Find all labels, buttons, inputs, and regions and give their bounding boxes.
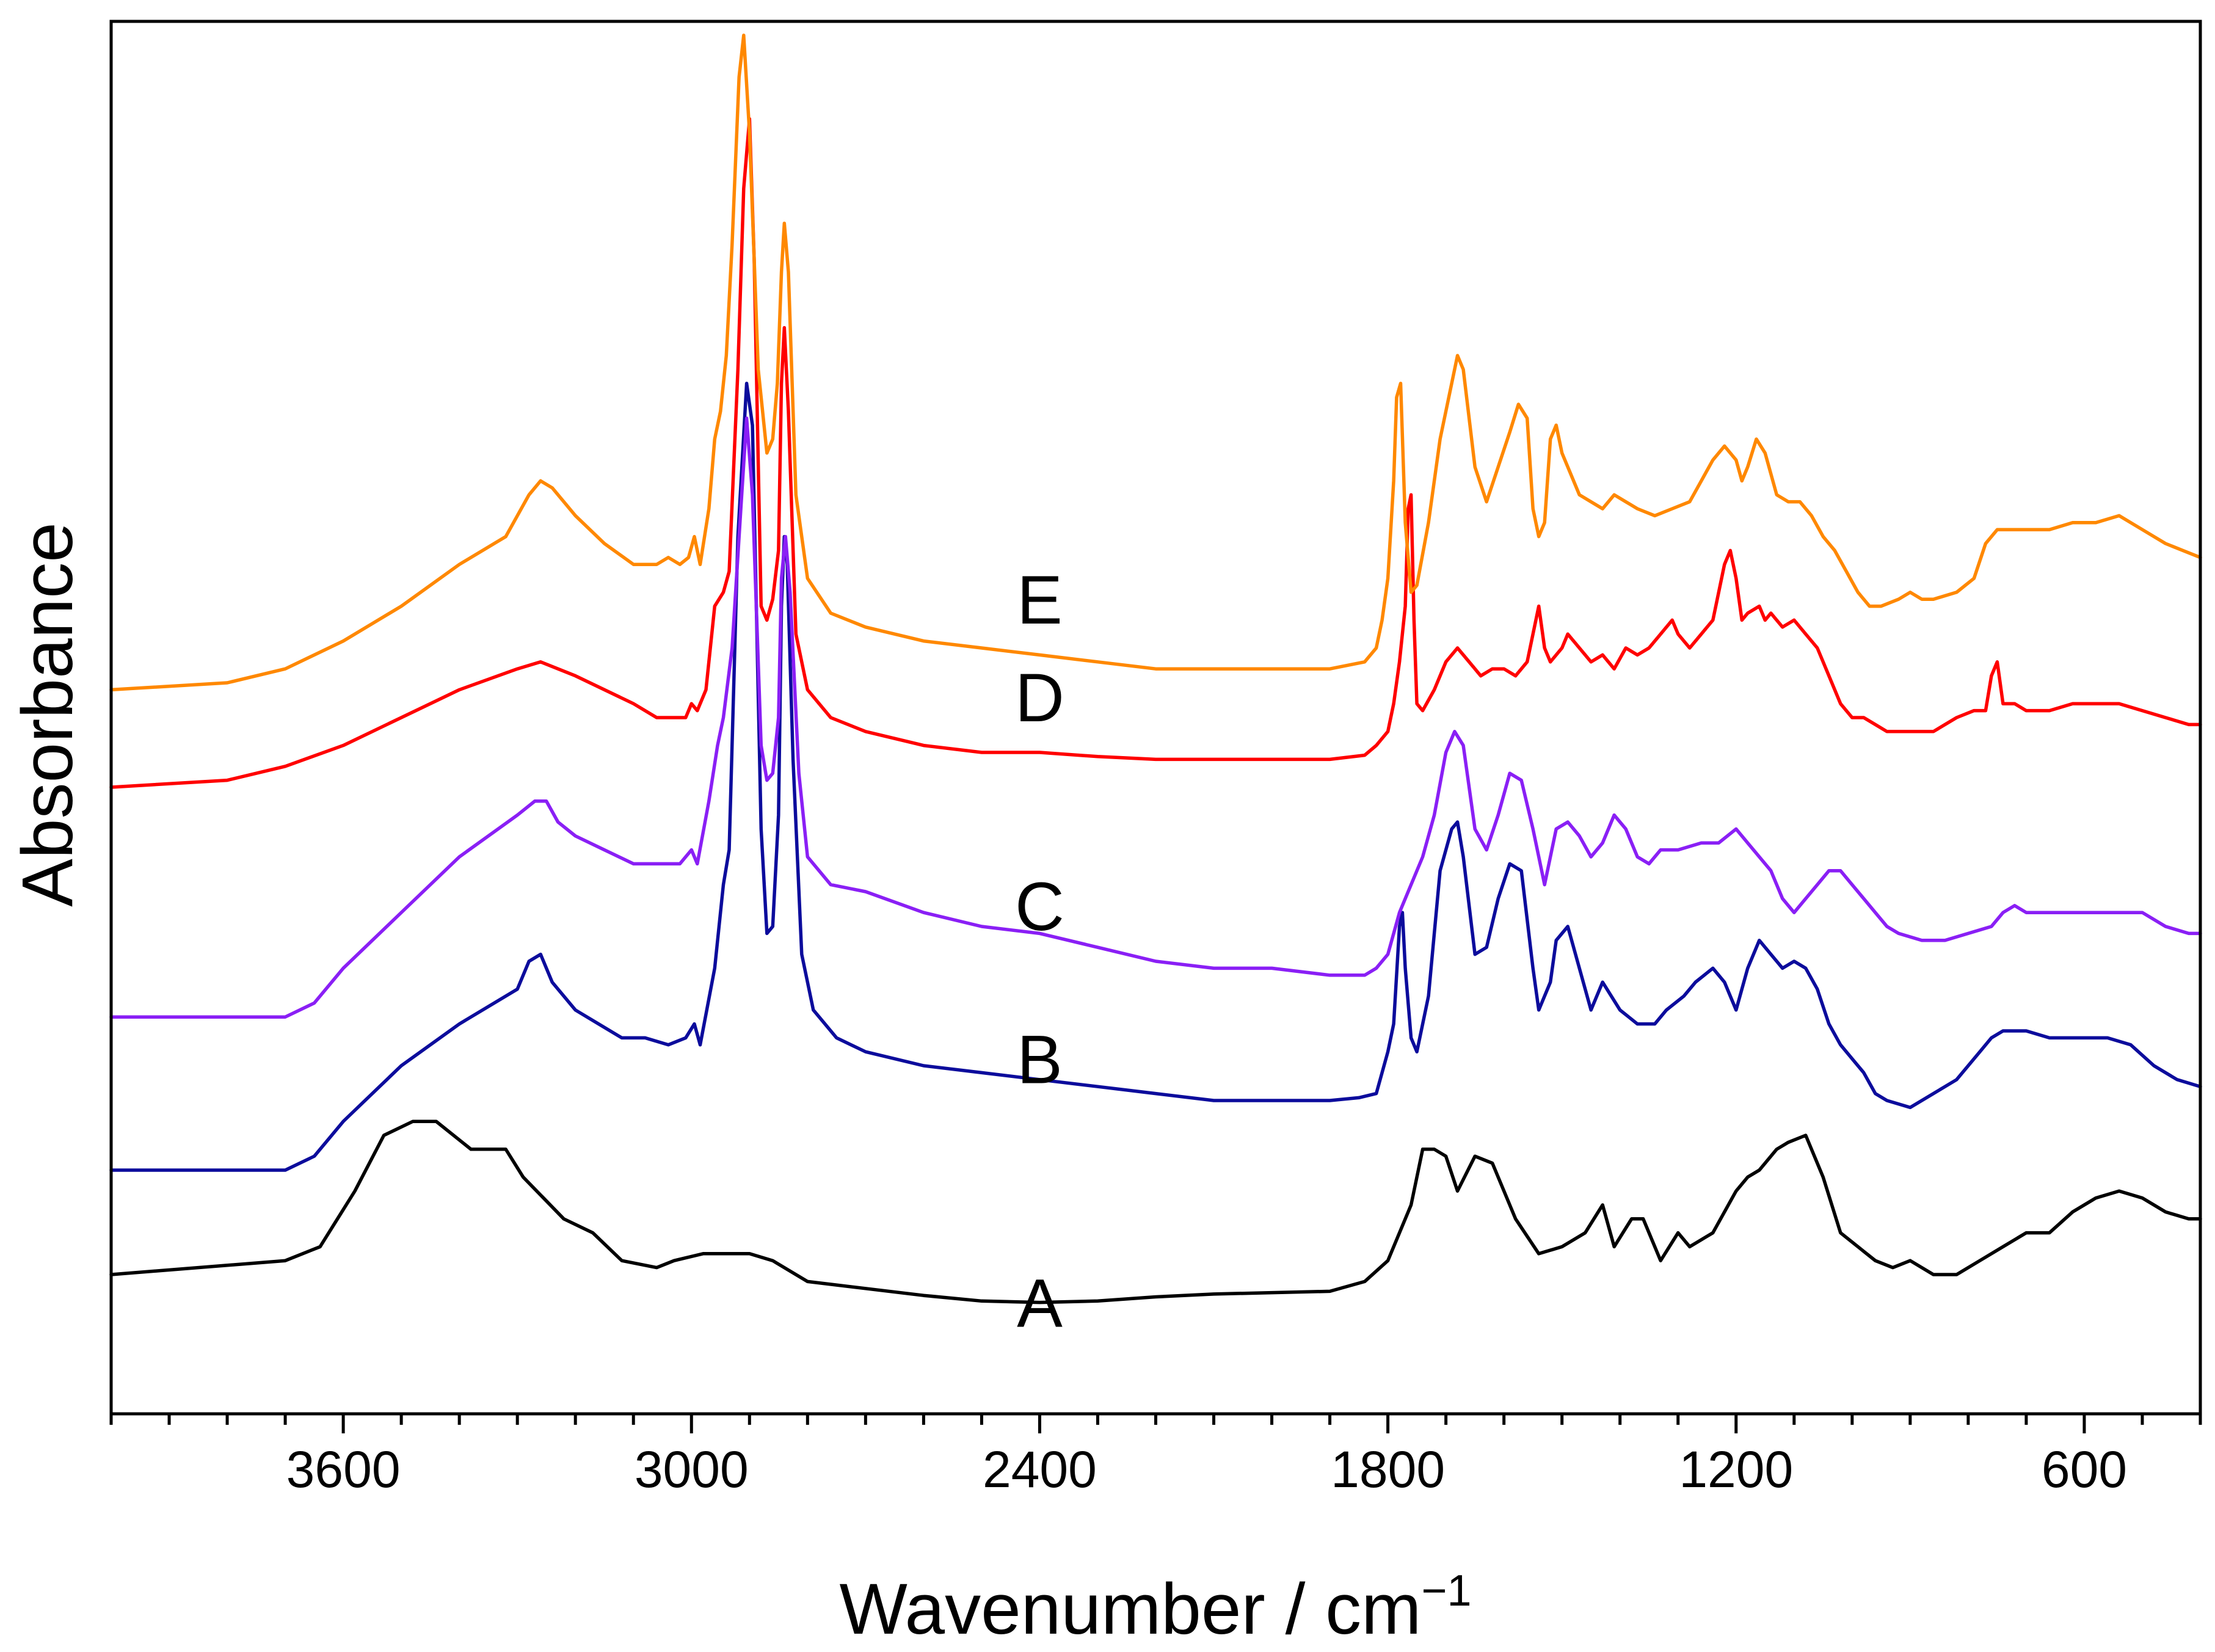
trace-label-d: D	[1015, 660, 1064, 736]
trace-a	[109, 1119, 2202, 1304]
y-axis-title: Absorbance	[7, 522, 88, 907]
plot-frame	[109, 20, 2202, 1416]
trace-label-b: B	[1017, 1022, 1063, 1098]
trace-label-a: A	[1017, 1265, 1063, 1342]
x-tick-label: 2400	[983, 1441, 1097, 1498]
trace-b	[109, 382, 2202, 1172]
x-tick-label: 600	[2042, 1441, 2127, 1498]
x-minor-ticks	[109, 1414, 2202, 1425]
x-tick-label: 3000	[635, 1441, 749, 1498]
trace-d	[109, 117, 2202, 789]
trace-c	[109, 417, 2202, 1019]
spectra-traces	[109, 34, 2202, 1304]
x-axis-title-main: Wavenumber / cm	[839, 1569, 1421, 1650]
trace-labels: A B C DE	[1015, 562, 1064, 1341]
x-major-ticks: 3600 3000 2400 1800 1200 600	[286, 1414, 2127, 1498]
trace-label-e: E	[1017, 562, 1063, 638]
trace-e	[109, 34, 2202, 692]
x-axis-title-superscript: −1	[1421, 1566, 1471, 1615]
x-axis-title: Wavenumber / cm−1	[839, 1566, 1471, 1650]
trace-label-c: C	[1015, 868, 1064, 945]
x-tick-label: 1800	[1331, 1441, 1445, 1498]
x-tick-label: 3600	[286, 1441, 401, 1498]
x-tick-label: 1200	[1679, 1441, 1793, 1498]
